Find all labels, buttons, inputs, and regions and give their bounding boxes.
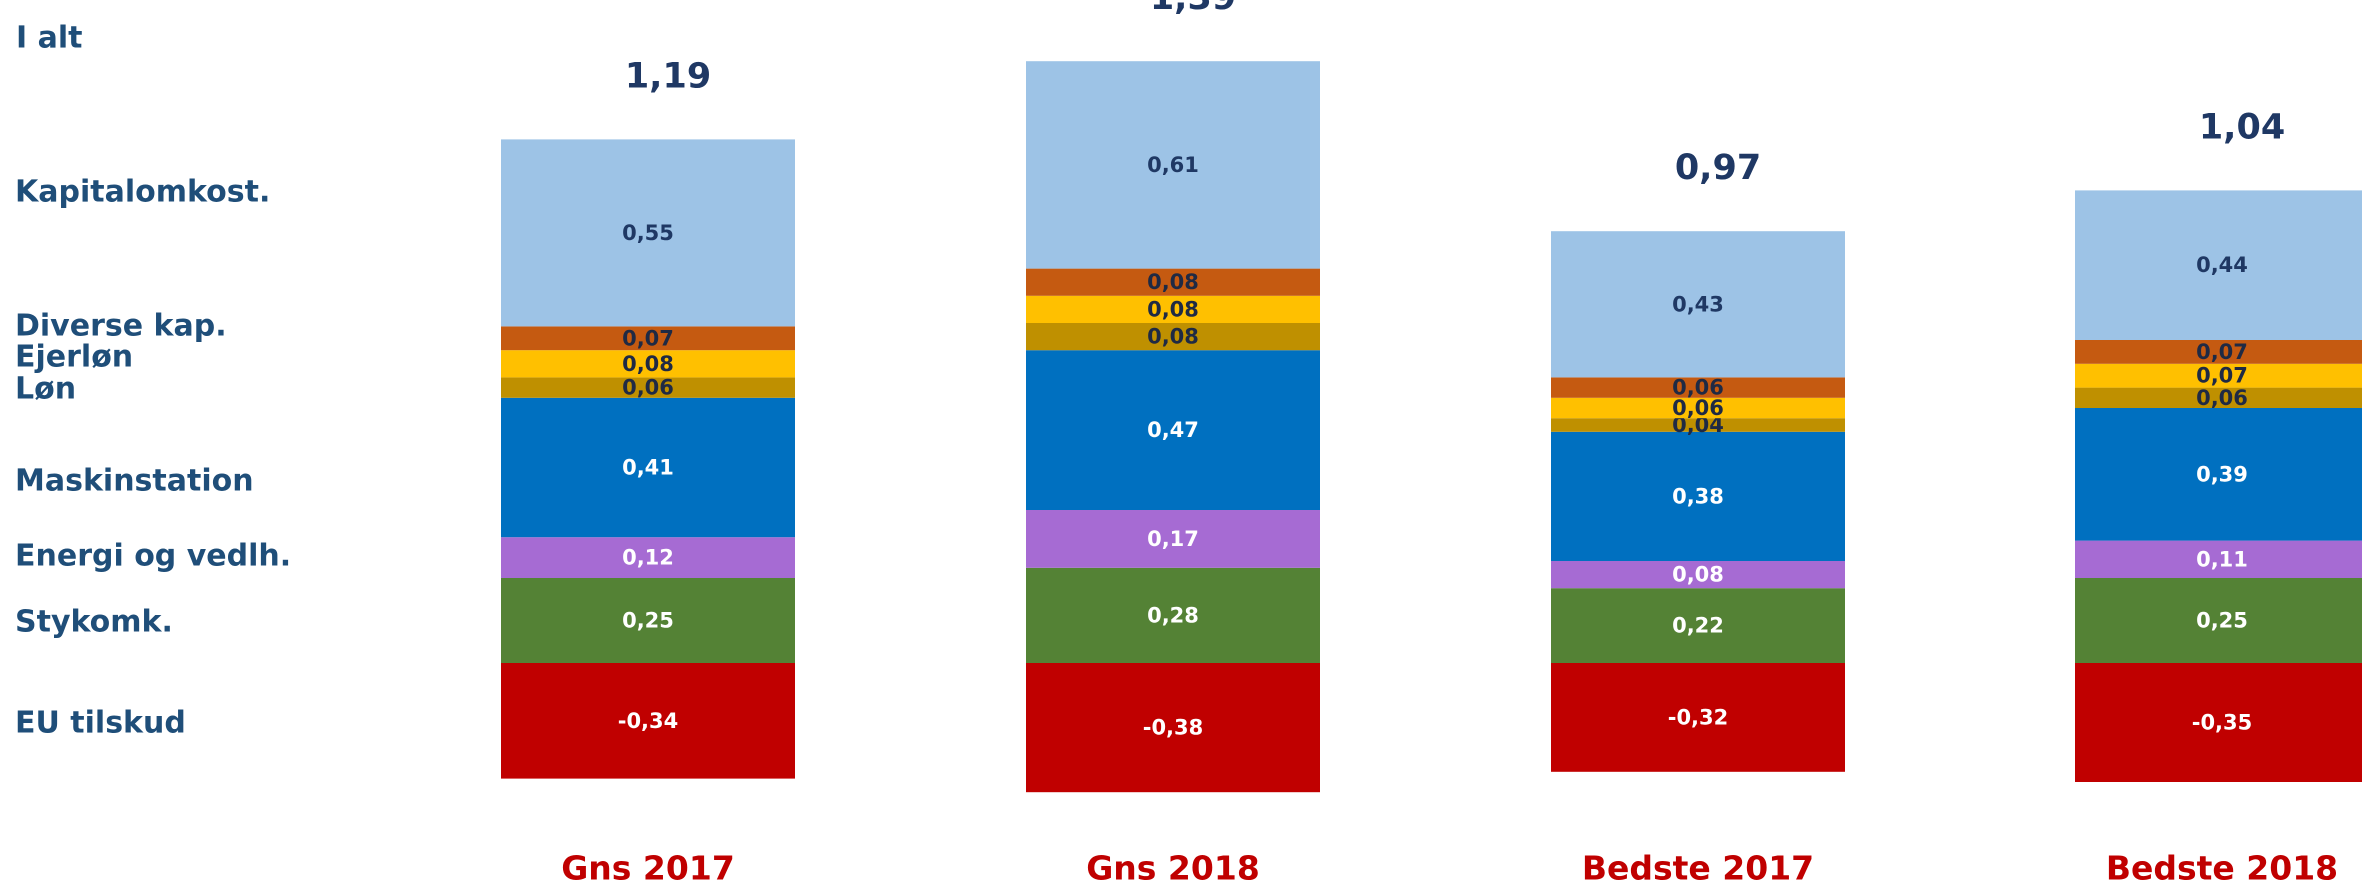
bar-segment <box>501 578 795 663</box>
category-label: Bedste 2017 <box>1582 849 1814 888</box>
bar-segment <box>1026 350 1320 510</box>
bar-segment <box>1026 61 1320 269</box>
category-label: Bedste 2018 <box>2106 849 2338 888</box>
bar-segment <box>1026 510 1320 568</box>
total-label: 1,04 <box>2199 107 2285 147</box>
bar-segment <box>501 350 795 378</box>
value-label: 0,25 <box>622 609 674 633</box>
bar-segment <box>2075 663 2362 782</box>
total-legend: I alt <box>16 21 82 56</box>
bar-segment <box>2075 387 2362 408</box>
legend-label: Løn <box>15 372 76 407</box>
bar-segment <box>1551 588 1845 663</box>
legend-label: Maskinstation <box>15 464 254 499</box>
category-label: Gns 2017 <box>561 849 735 888</box>
bar-segment <box>1551 377 1845 398</box>
bar-segment <box>1551 231 1845 378</box>
value-label: 0,08 <box>1147 325 1199 349</box>
category-label: Gns 2018 <box>1086 849 1260 888</box>
value-label: 0,12 <box>622 546 674 570</box>
value-label: 0,08 <box>1147 297 1199 321</box>
legend-label: EU tilskud <box>15 706 186 741</box>
value-label: 0,06 <box>1672 376 1724 400</box>
bar-segment <box>2075 340 2362 364</box>
legend-label: Kapitalomkost. <box>15 175 270 210</box>
legend-label: Stykomk. <box>15 605 173 640</box>
bar-segment <box>501 397 795 538</box>
legend-label: Energi og vedlh. <box>15 539 291 574</box>
total-label: 0,97 <box>1675 148 1761 188</box>
value-label: 0,25 <box>2196 609 2248 633</box>
value-label: -0,38 <box>1143 716 1204 740</box>
bar-segment <box>501 377 795 398</box>
bar-segment <box>1551 418 1845 432</box>
value-label: 0,07 <box>622 326 674 350</box>
value-label: 0,28 <box>1147 603 1199 627</box>
value-label: 0,55 <box>622 221 674 245</box>
bar-segment <box>501 663 795 779</box>
value-label: 0,08 <box>622 352 674 376</box>
bar-segment <box>501 326 795 351</box>
bar-segment <box>1026 663 1320 793</box>
total-label: 1,19 <box>625 56 711 96</box>
value-label: 0,17 <box>1147 527 1199 551</box>
value-label: 0,39 <box>2196 462 2248 486</box>
value-label: 0,06 <box>622 376 674 400</box>
value-label: 0,11 <box>2196 547 2248 571</box>
bar-segment <box>1026 268 1320 296</box>
value-label: 0,06 <box>2196 386 2248 410</box>
bar-segment <box>501 537 795 578</box>
value-label: 0,08 <box>1672 563 1724 587</box>
value-label: 0,41 <box>622 456 674 480</box>
bar-segment <box>2075 363 2362 388</box>
legend-label: Ejerløn <box>15 340 133 375</box>
value-label: 0,22 <box>1672 614 1724 638</box>
value-label: -0,35 <box>2192 711 2253 735</box>
bar-segment <box>1551 663 1845 772</box>
bar-segment <box>1551 561 1845 589</box>
bar-segment <box>1026 567 1320 663</box>
legend-label: Diverse kap. <box>15 309 227 344</box>
bar-segment <box>1026 323 1320 351</box>
value-label: -0,32 <box>1668 705 1729 729</box>
bar-segment <box>2075 190 2362 340</box>
bar-segment <box>2075 578 2362 663</box>
value-label: 0,43 <box>1672 292 1724 316</box>
total-label: 1,39 <box>1150 0 1236 18</box>
value-label: 0,06 <box>1672 396 1724 420</box>
bar-segment <box>1026 295 1320 323</box>
bar-segment <box>2075 540 2362 578</box>
value-label: 0,44 <box>2196 253 2248 277</box>
bar-segment <box>501 139 795 327</box>
value-label: 0,07 <box>2196 364 2248 388</box>
value-label: 0,38 <box>1672 484 1724 508</box>
bar-segment <box>2075 408 2362 541</box>
bar-segment <box>1551 431 1845 561</box>
value-label: 0,07 <box>2196 340 2248 364</box>
bar-segment <box>1551 397 1845 419</box>
value-label: 0,47 <box>1147 418 1199 442</box>
value-label: -0,34 <box>618 709 679 733</box>
value-label: 0,61 <box>1147 153 1199 177</box>
value-label: 0,08 <box>1147 270 1199 294</box>
